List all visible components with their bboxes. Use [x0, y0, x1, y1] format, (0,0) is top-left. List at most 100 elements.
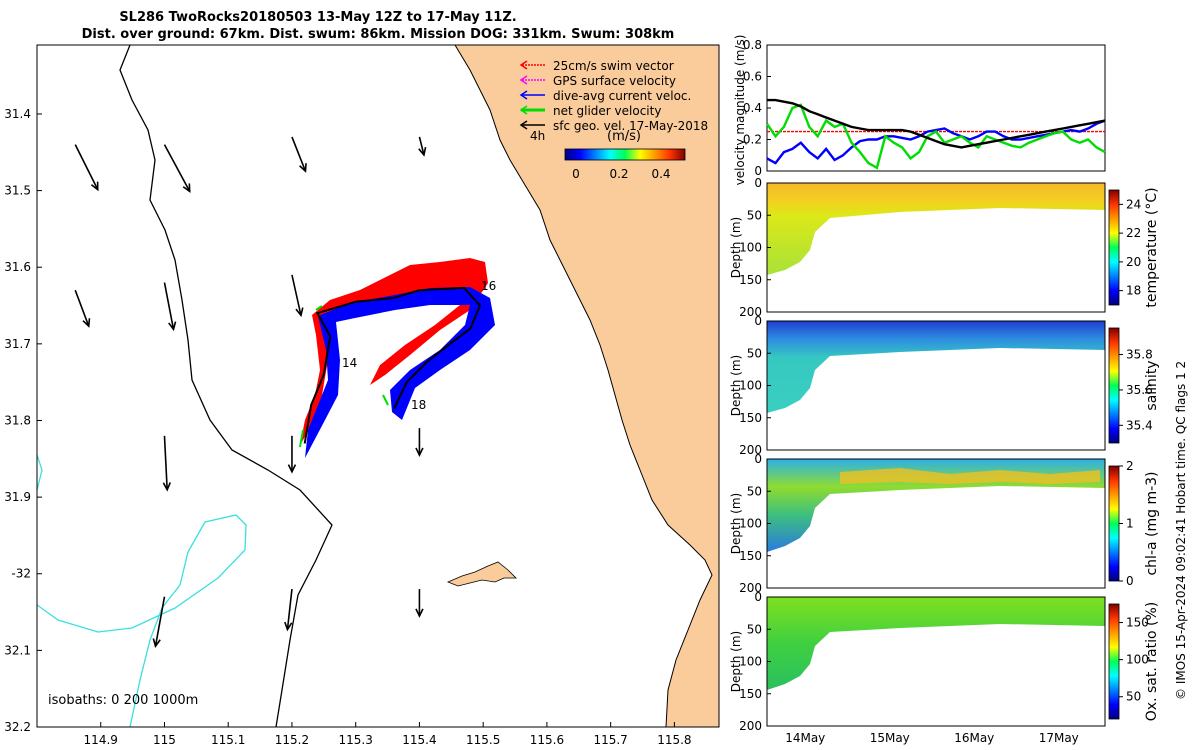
section-xtick-label: 15May: [870, 731, 910, 745]
geo-arrow-shaft: [154, 596, 166, 647]
velocity-ytick-label: 0.8: [743, 38, 762, 52]
section-ylabel: Depth (m): [729, 217, 743, 278]
section-ytick-label: 100: [739, 517, 762, 531]
geo-arrow-head: [90, 181, 99, 192]
geo-arrow-head: [284, 621, 293, 632]
section-ytick-label: 100: [739, 655, 762, 669]
geo-arrow-head: [415, 447, 424, 457]
velocity-lines: [766, 98, 1106, 170]
legend-swatch-head: [519, 90, 528, 100]
track-label-16: 16: [481, 279, 496, 293]
section-ytick-label: 50: [747, 622, 762, 636]
velocity-ytick-label: 0: [754, 164, 762, 178]
map-coastline: [454, 45, 713, 727]
colorbar-tick-label: 2: [1126, 459, 1134, 473]
geo-arrow-head: [299, 163, 307, 173]
velocity-series-line: [766, 103, 1106, 170]
isobath-label: isobaths: 0 200 1000m: [48, 693, 198, 708]
legend-label: 25cm/s swim vector: [553, 59, 674, 73]
net-velocity-marks: [299, 305, 389, 448]
colorbar-tick-label: 22: [1126, 226, 1141, 240]
legend-swatch-head: [519, 120, 528, 130]
colorbar-unit-label: (m/s): [607, 129, 641, 144]
map-xtick-label: 115.6: [530, 733, 564, 747]
map-ytick-label: -32: [11, 567, 31, 581]
temp-section: [767, 183, 1105, 275]
map-panel: 14 16 18 114.9 115 115.1 115.2 115.3 115.4 115…: [4, 44, 720, 747]
geo-arrow-shaft: [291, 274, 302, 316]
temp-colorbar: [1108, 189, 1120, 306]
colorbar-label: temperature (°C): [1144, 187, 1160, 307]
map-ytick-label: 31.4: [4, 107, 31, 121]
section-ylabel: Depth (m): [729, 355, 743, 416]
colorbar-label: chl-a (mg m-3): [1144, 471, 1160, 575]
colorbar-tick-label: 35.4: [1126, 418, 1153, 432]
map-xtick-label: 115.4: [402, 733, 436, 747]
map-ytick-label: 31.5: [4, 184, 31, 198]
geo-arrow-shaft: [286, 588, 293, 630]
map-ytick-label: 31.9: [4, 490, 31, 504]
map-ytick-label: 32.1: [4, 643, 31, 657]
chl-colorbar: [1108, 465, 1120, 582]
section-ytick-label: 50: [747, 346, 762, 360]
geo-arrow-shaft: [74, 289, 90, 327]
map-ytick-label: 31.6: [4, 260, 31, 274]
section-ytick-label: 0: [754, 176, 762, 190]
geo-arrow-shaft: [163, 144, 191, 192]
section-xtick-label: 14May: [785, 731, 825, 745]
geo-arrow-head: [82, 318, 91, 328]
map-xtick-label: 115.2: [275, 733, 309, 747]
map-xtick-label: 115.8: [657, 733, 691, 747]
colorbar-label: salinity: [1144, 360, 1160, 410]
section-xtick-label: 17May: [1039, 731, 1079, 745]
colorbar-tick-2: 0.4: [651, 167, 670, 181]
geo-arrow-shaft: [291, 136, 307, 172]
colorbar-tick-label: 20: [1126, 255, 1141, 269]
geo-arrow-shaft: [74, 144, 99, 190]
velocity-ticks: 0 0.2 0.4 0.6 0.8: [743, 38, 771, 178]
map-colorbar: [564, 148, 686, 161]
map-xtick-label: 115.5: [466, 733, 500, 747]
map-land: [455, 45, 719, 727]
section-ytick-label: 150: [739, 687, 762, 701]
figure-title-line1: SL286 TwoRocks20180503 13-May 12Z to 17-…: [119, 10, 516, 25]
section-ytick-label: 200: [739, 581, 762, 595]
map-xtick-label: 115.1: [211, 733, 245, 747]
section-ytick-label: 100: [739, 241, 762, 255]
section-ytick-label: 0: [754, 452, 762, 466]
section-ylabel: Depth (m): [729, 631, 743, 692]
ox-colorbar: [1108, 603, 1120, 720]
colorbar-tick-1: 0.2: [609, 167, 628, 181]
current-vectors: [305, 287, 495, 458]
geo-arrow-head: [152, 638, 161, 649]
geo-arrow-head: [287, 464, 297, 474]
velocity-series-line: [767, 98, 1106, 149]
geo-arrow-shaft: [163, 282, 175, 330]
geo-arrow-shaft: [418, 136, 425, 156]
map-island: [446, 561, 517, 587]
footer-credit: © IMOS 15-Apr-2024 09:02:41 Hobart time.…: [1174, 361, 1188, 700]
geo-arrow-head: [168, 321, 177, 332]
colorbar-label: Ox. sat. ratio (%): [1144, 602, 1160, 721]
legend-label: GPS surface velocity: [553, 74, 676, 88]
section-ytick-label: 200: [739, 305, 762, 319]
isobath-200: [119, 45, 333, 727]
ox-section: [767, 597, 1105, 690]
section-ytick-label: 150: [739, 273, 762, 287]
colorbar-tick-label: 150: [1126, 616, 1149, 630]
map-xtick-label: 115: [153, 733, 176, 747]
geo-arrow-head: [162, 482, 172, 492]
velocity-ytick-label: 0.2: [743, 133, 762, 147]
map-frame: [36, 44, 720, 728]
geo-arrow-head: [182, 183, 191, 194]
velocity-panel: 0 0.2 0.4 0.6 0.8 velocity magnitude (m/s): [733, 35, 1106, 185]
isobath-1000: [37, 454, 247, 727]
geo-arrow-head: [295, 307, 304, 318]
geo-arrows: [74, 136, 427, 649]
section-xtick-label: 16May: [954, 731, 994, 745]
colorbar-tick-label: 0: [1126, 574, 1134, 588]
colorbar-tick-label: 35.6: [1126, 383, 1153, 397]
